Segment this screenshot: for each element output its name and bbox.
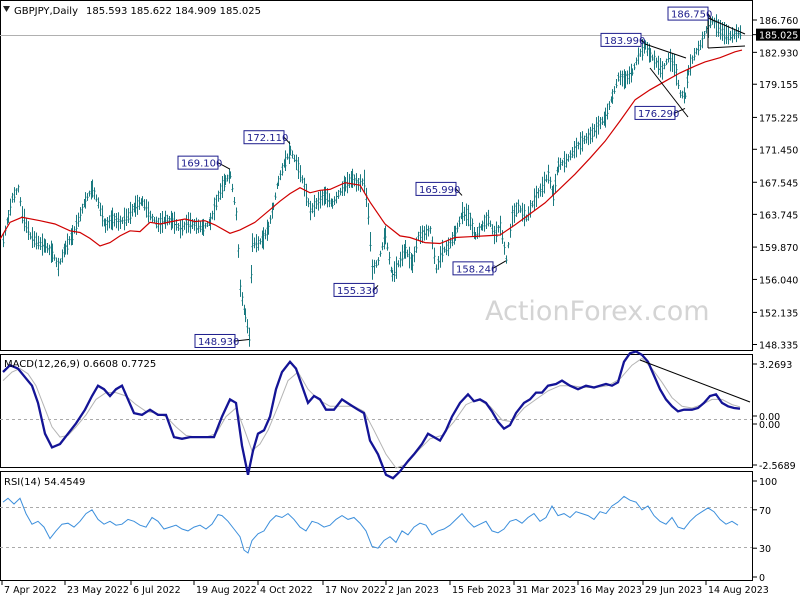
rsi-axis-label: 70 [759,506,771,517]
time-axis-label: 19 Aug 2022 [196,585,257,596]
price-label-box [415,181,457,196]
price-label-box [333,282,375,297]
price-label-box [667,6,709,21]
price-axis-label: 186.760 [759,16,798,27]
time-axis: 7 Apr 2022 23 May 2022 6 Jul 2022 19 Aug 20… [1,581,769,596]
price-axis-label: 156.040 [759,275,798,286]
price-axis-label: 159.870 [759,243,798,254]
price-axis-label: 175.225 [759,113,798,124]
trend-lines [639,17,751,403]
macd-axis-label: -2.5689 [759,461,796,472]
macd-main-line [2,350,741,480]
price-axis-label: 148.335 [759,341,798,352]
price-axis-label: 167.545 [759,178,798,189]
rsi-title: RSI(14) 54.4549 [4,477,85,488]
macd-trend-line [639,359,751,403]
price-panel-title: GBPJPY,Daily 185.593 185.622 184.909 185… [3,6,261,17]
label-leader [674,107,686,114]
label-leader [492,260,507,269]
price-label-box [634,105,676,120]
price-axis-label: 152.135 [759,308,798,319]
label-leader [373,285,379,291]
price-label: 165.990 [419,185,460,196]
triangle-lower-line [707,45,746,49]
rsi-axis: 100 70 30 0 [752,477,777,584]
price-bars [2,14,742,347]
time-axis-label: 29 Jun 2023 [645,585,702,596]
price-axis-label: 179.155 [759,80,798,91]
time-axis-label: 17 Nov 2022 [325,585,386,596]
macd-title: MACD(12,26,9) 0.6608 0.7725 [4,359,156,370]
price-label: 172.110 [247,133,288,144]
time-axis-label: 16 May 2023 [580,585,642,596]
label-leader [455,188,463,196]
time-axis-label: 4 Oct 2022 [260,585,313,596]
price-label: 169.100 [181,159,222,170]
price-panel-frame [0,0,753,351]
price-label: 155.330 [337,286,378,297]
macd-axis-label: 3.2693 [759,360,792,371]
time-axis-label: 6 Jul 2022 [133,585,181,596]
macd-axis-label: 0.00 [759,412,780,423]
rsi-axis-label: 100 [759,477,777,488]
time-axis-label: 2 Jan 2023 [388,585,439,596]
expand-arrow-icon[interactable] [3,6,10,12]
current-price-label: 185.025 [759,31,798,42]
price-label-box [194,333,236,348]
price-label: 183.990 [604,36,645,47]
time-axis-label: 23 May 2022 [67,585,129,596]
price-label-box [600,32,642,47]
rsi-line [2,495,739,554]
price-label: 148.930 [198,337,239,348]
macd-axis-label: 0.00 [759,420,780,431]
label-leader [640,39,646,44]
label-leader [707,13,713,21]
price-axis-label: 182.930 [759,48,798,59]
rsi-axis-label: 30 [759,544,771,555]
price-axis-label: 171.450 [759,145,798,156]
macd-axis: 3.2693 0.000.00 -2.5689 [752,360,796,472]
current-price-tag [756,28,800,41]
ohlc-values: 185.593 185.622 184.909 185.025 [86,6,261,17]
moving-average-line [0,49,743,247]
price-labels: 186.750 183.990 176.290 172.110 169.100 165.9… [177,6,713,348]
label-leader [283,136,291,145]
time-axis-label: 31 Mar 2023 [516,585,576,596]
label-leader [234,338,250,342]
time-axis-label: 14 Aug 2023 [708,585,769,596]
price-label-box [177,155,219,170]
price-title: GBPJPY,Daily [14,6,78,17]
macd-panel-frame [0,354,753,468]
macd-signal-line [2,357,741,469]
price-axis-label: 163.745 [759,210,798,221]
rsi-axis-label: 0 [759,573,765,584]
time-axis-label: 7 Apr 2022 [4,585,57,596]
label-leader [217,162,231,170]
triangle-upper-line [707,17,746,35]
price-axis: 186.760 185.025 182.930 179.155 175.225 171.4… [752,16,800,352]
time-axis-label: 15 Feb 2023 [452,585,511,596]
price-label: 176.290 [638,109,679,120]
wedge-upper-line [644,43,687,59]
price-label: 158.240 [456,264,497,275]
price-label: 186.750 [671,10,712,21]
price-label-box [452,261,494,276]
wedge-lower-line [649,67,689,118]
rsi-panel-frame [0,471,753,581]
watermark: ActionForex.com [485,296,710,327]
price-label-box [243,130,285,145]
